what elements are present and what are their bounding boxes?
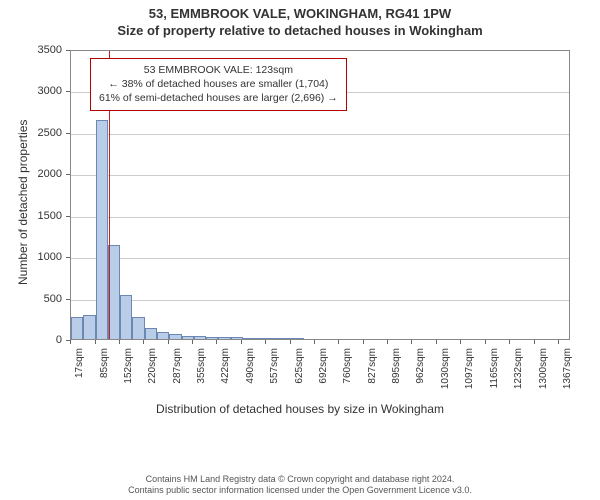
chart-container: Number of detached properties Distributi… — [0, 44, 600, 444]
callout-line: ← 38% of detached houses are smaller (1,… — [99, 77, 338, 91]
xtick-label: 962sqm — [415, 348, 426, 408]
ytick-label: 1500 — [22, 210, 62, 222]
xtick-mark — [216, 340, 217, 344]
histogram-bar — [231, 337, 243, 339]
xtick-label: 692sqm — [318, 348, 329, 408]
xtick-label: 152sqm — [123, 348, 134, 408]
histogram-bar — [157, 332, 169, 339]
xtick-label: 220sqm — [147, 348, 158, 408]
xtick-label: 355sqm — [196, 348, 207, 408]
xtick-mark — [192, 340, 193, 344]
gridline — [71, 258, 569, 259]
histogram-bar — [83, 315, 95, 339]
gridline — [71, 134, 569, 135]
xtick-mark — [558, 340, 559, 344]
footer-attribution: Contains HM Land Registry data © Crown c… — [8, 474, 592, 497]
xtick-mark — [95, 340, 96, 344]
callout-box: 53 EMMBROOK VALE: 123sqm← 38% of detache… — [90, 58, 347, 111]
xtick-label: 1367sqm — [562, 348, 573, 408]
histogram-bar — [71, 317, 83, 339]
xtick-label: 85sqm — [99, 348, 110, 408]
gridline — [71, 217, 569, 218]
xtick-mark — [509, 340, 510, 344]
xtick-label: 490sqm — [245, 348, 256, 408]
histogram-bar — [194, 336, 206, 339]
histogram-bar — [292, 338, 304, 339]
ytick-mark — [66, 174, 70, 175]
chart-header: 53, EMMBROOK VALE, WOKINGHAM, RG41 1PW S… — [0, 0, 600, 38]
title-line-2: Size of property relative to detached ho… — [0, 23, 600, 38]
xtick-label: 895sqm — [391, 348, 402, 408]
xtick-mark — [460, 340, 461, 344]
xtick-mark — [363, 340, 364, 344]
xtick-label: 760sqm — [342, 348, 353, 408]
xtick-mark — [338, 340, 339, 344]
title-line-1: 53, EMMBROOK VALE, WOKINGHAM, RG41 1PW — [0, 6, 600, 21]
xtick-mark — [168, 340, 169, 344]
histogram-bar — [206, 337, 218, 339]
histogram-bar — [169, 334, 181, 339]
gridline — [71, 300, 569, 301]
ytick-label: 2500 — [22, 127, 62, 139]
ytick-label: 500 — [22, 293, 62, 305]
xtick-mark — [143, 340, 144, 344]
ytick-mark — [66, 133, 70, 134]
xtick-label: 625sqm — [294, 348, 305, 408]
xtick-mark — [436, 340, 437, 344]
xtick-label: 1300sqm — [538, 348, 549, 408]
xtick-label: 17sqm — [74, 348, 85, 408]
xtick-mark — [534, 340, 535, 344]
xtick-label: 1030sqm — [440, 348, 451, 408]
footer-line-1: Contains HM Land Registry data © Crown c… — [8, 474, 592, 485]
histogram-bar — [145, 328, 157, 339]
ytick-label: 3500 — [22, 44, 62, 56]
callout-line: 53 EMMBROOK VALE: 123sqm — [99, 63, 338, 77]
xtick-label: 1232sqm — [513, 348, 524, 408]
xtick-label: 1097sqm — [464, 348, 475, 408]
ytick-label: 3000 — [22, 85, 62, 97]
ytick-mark — [66, 257, 70, 258]
xtick-mark — [411, 340, 412, 344]
ytick-mark — [66, 91, 70, 92]
callout-line: 61% of semi-detached houses are larger (… — [99, 91, 338, 105]
histogram-bar — [255, 338, 267, 339]
ytick-label: 1000 — [22, 251, 62, 263]
footer-line-2: Contains public sector information licen… — [8, 485, 592, 496]
xtick-mark — [241, 340, 242, 344]
histogram-bar — [96, 120, 108, 339]
xtick-label: 287sqm — [172, 348, 183, 408]
xtick-mark — [265, 340, 266, 344]
ytick-label: 0 — [22, 334, 62, 346]
xtick-mark — [70, 340, 71, 344]
xtick-mark — [387, 340, 388, 344]
histogram-bar — [132, 317, 144, 339]
histogram-bar — [218, 337, 230, 339]
xtick-label: 422sqm — [220, 348, 231, 408]
ytick-label: 2000 — [22, 168, 62, 180]
xtick-mark — [485, 340, 486, 344]
xtick-label: 827sqm — [367, 348, 378, 408]
gridline — [71, 175, 569, 176]
ytick-mark — [66, 50, 70, 51]
histogram-bar — [182, 336, 194, 339]
histogram-bar — [120, 295, 132, 339]
histogram-bar — [243, 338, 255, 339]
histogram-bar — [280, 338, 292, 339]
xtick-mark — [290, 340, 291, 344]
ytick-mark — [66, 299, 70, 300]
xtick-label: 1165sqm — [489, 348, 500, 408]
xtick-mark — [314, 340, 315, 344]
xtick-label: 557sqm — [269, 348, 280, 408]
xtick-mark — [119, 340, 120, 344]
ytick-mark — [66, 216, 70, 217]
histogram-bar — [268, 338, 280, 339]
